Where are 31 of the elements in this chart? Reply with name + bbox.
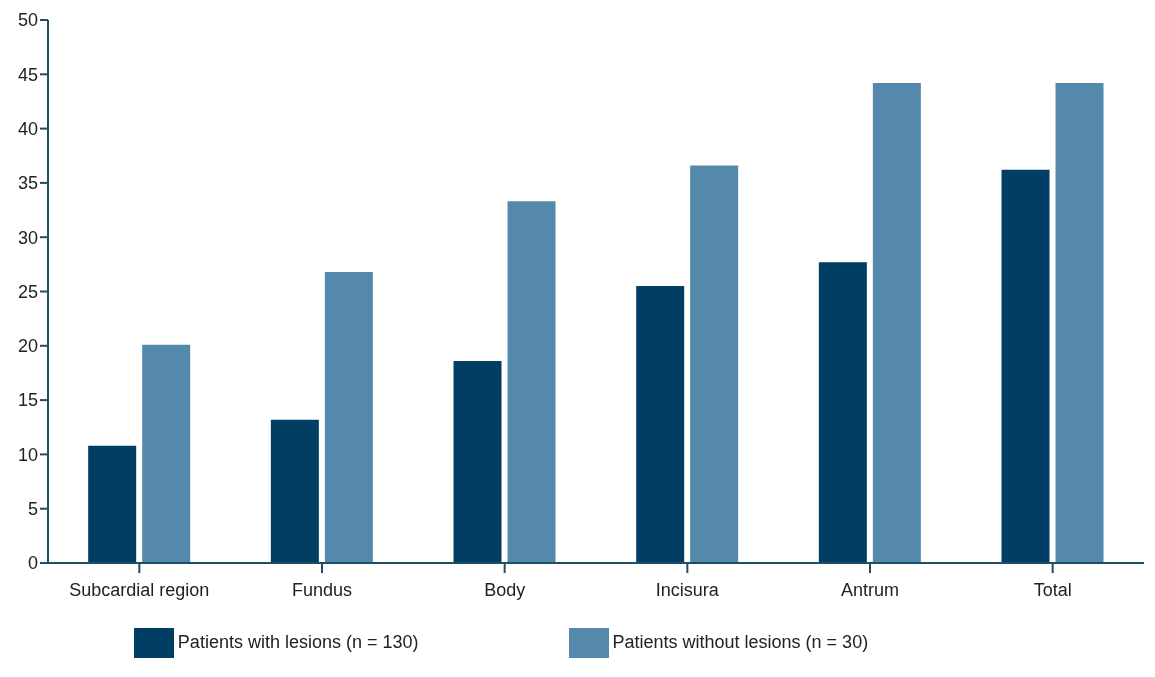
bar xyxy=(690,165,739,563)
legend-label: Patients without lesions (n = 30) xyxy=(612,631,869,652)
x-tick-label: Fundus xyxy=(291,579,353,600)
y-tick-label: 15 xyxy=(17,390,38,411)
bar xyxy=(270,419,319,563)
y-tick-label: 20 xyxy=(17,336,38,357)
x-tick-label: Body xyxy=(484,579,526,600)
y-tick-label: 45 xyxy=(17,64,38,85)
bar xyxy=(872,82,921,563)
legend-label: Patients with lesions (n = 130) xyxy=(177,631,419,652)
x-tick-label: Total xyxy=(1033,579,1072,600)
bar xyxy=(1001,169,1050,563)
bar xyxy=(636,286,685,563)
y-tick-label: 5 xyxy=(27,499,38,520)
bar xyxy=(453,361,502,563)
y-tick-label: 0 xyxy=(27,553,38,574)
y-tick-label: 35 xyxy=(17,173,38,194)
bar xyxy=(142,344,191,563)
bar xyxy=(324,271,373,563)
bar xyxy=(818,262,867,563)
bar xyxy=(1055,82,1104,563)
y-tick-label: 30 xyxy=(17,227,38,248)
bar xyxy=(88,445,137,563)
x-tick-label: Incisura xyxy=(655,579,720,600)
x-tick-label: Subcardial region xyxy=(69,579,210,600)
y-tick-label: 10 xyxy=(17,444,38,465)
x-tick-label: Antrum xyxy=(840,579,900,600)
bar xyxy=(507,201,556,563)
y-tick-label: 40 xyxy=(17,118,38,139)
y-tick-label: 50 xyxy=(17,10,38,31)
y-tick-label: 25 xyxy=(17,281,38,302)
